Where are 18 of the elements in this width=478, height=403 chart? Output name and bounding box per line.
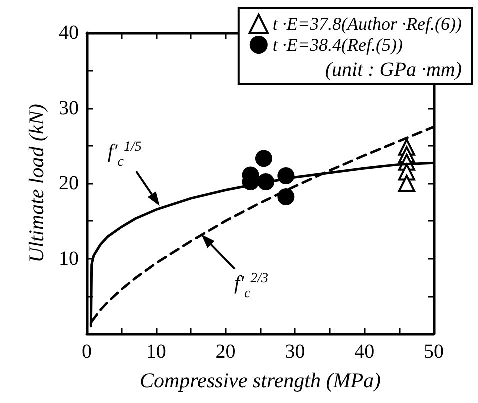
annotation: (unit : GPa ·mm): [325, 59, 462, 81]
x-tick-label: 40: [354, 341, 375, 363]
legend-label: t ·E=37.8(Author ·Ref.(6)): [272, 14, 462, 34]
legend-label: t ·E=38.4(Ref.(5)): [272, 35, 404, 55]
y-axis-title: Ultimate load (kN): [24, 104, 48, 263]
point: [278, 188, 295, 206]
y-tick-label: 30: [59, 97, 79, 120]
point: [255, 150, 272, 168]
x-tick-label: 20: [216, 341, 236, 363]
y-tick-label: 10: [59, 248, 79, 270]
point: [398, 175, 416, 192]
x-tick-label: 50: [424, 341, 444, 363]
x-tick-label: 30: [285, 341, 306, 363]
y-tick-label: 20: [59, 172, 79, 194]
x-axis-title: Compressive strength (MPa): [140, 368, 382, 392]
y-tick-label: 40: [59, 22, 79, 44]
x-tick-label: 0: [82, 341, 92, 363]
x-tick-label: 10: [146, 341, 166, 363]
